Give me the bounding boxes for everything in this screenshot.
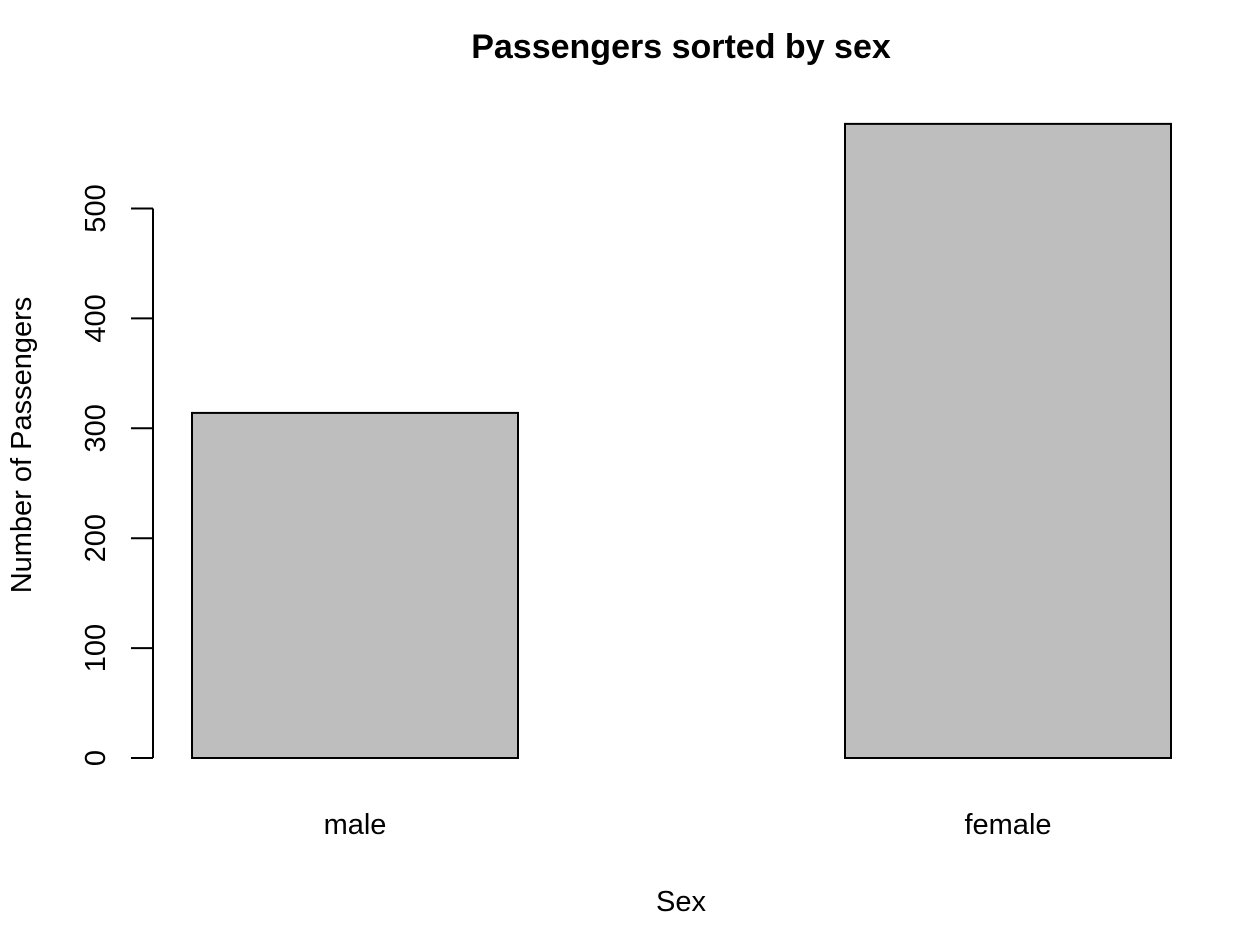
- bar-female: [844, 122, 1172, 759]
- bars-group: [191, 122, 1172, 759]
- x-tick-label-male: male: [324, 809, 387, 841]
- y-tick-label: 300: [80, 404, 112, 452]
- chart-title: Passengers sorted by sex: [471, 28, 891, 66]
- bar-male: [191, 411, 519, 759]
- x-axis-label: Sex: [656, 886, 706, 918]
- y-tick-label: 500: [80, 184, 112, 232]
- y-tick-label: 200: [80, 514, 112, 562]
- y-axis: 0 100 200 300 400 500: [80, 184, 154, 766]
- x-tick-label-female: female: [964, 809, 1051, 841]
- y-axis-label: Number of Passengers: [6, 297, 38, 594]
- y-tick-label: 100: [80, 624, 112, 672]
- y-tick-label: 0: [80, 750, 112, 766]
- y-tick-label: 400: [80, 294, 112, 342]
- x-tick-labels: male female: [324, 809, 1052, 841]
